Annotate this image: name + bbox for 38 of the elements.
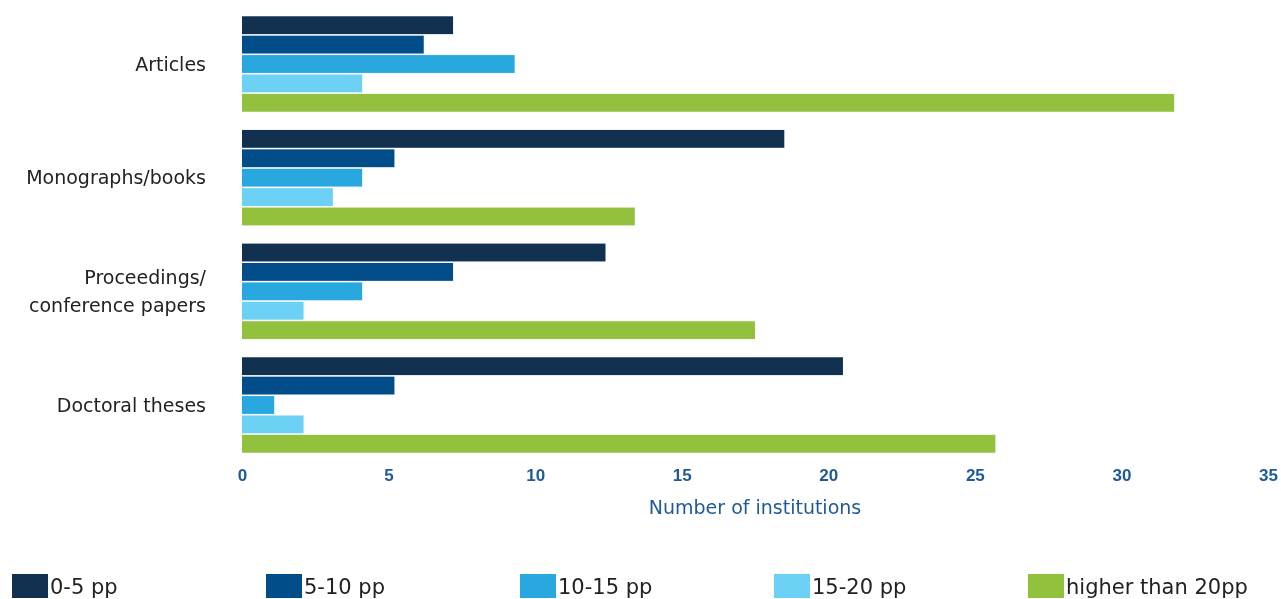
legend-label: higher than 20pp <box>1066 575 1248 599</box>
bar <box>242 188 333 206</box>
bar <box>242 93 1175 112</box>
legend-label: 5-10 pp <box>304 575 385 599</box>
bar <box>242 243 606 262</box>
bar <box>242 434 996 453</box>
x-tick-label: 10 <box>526 466 546 486</box>
legend-label: 0-5 pp <box>50 575 118 599</box>
bar <box>242 282 363 301</box>
legend-label: 15-20 pp <box>812 575 907 599</box>
y-tick-label: Proceedings/ conference papers <box>29 265 207 316</box>
bar <box>242 129 785 148</box>
bar <box>242 16 454 35</box>
bar <box>242 168 363 187</box>
bar <box>242 396 275 414</box>
y-tick-label: Articles <box>135 52 206 75</box>
bar <box>242 321 755 340</box>
x-tick-label: 5 <box>384 466 394 486</box>
x-tick-label: 25 <box>965 466 985 486</box>
legend-label: 10-15 pp <box>558 575 653 599</box>
x-tick-label: 0 <box>237 466 248 486</box>
bar <box>242 149 395 168</box>
bar <box>242 357 843 376</box>
x-tick-label: 35 <box>1259 466 1278 486</box>
bar <box>242 415 304 434</box>
bar <box>242 74 363 93</box>
bar <box>242 376 395 395</box>
y-tick-label: Monographs/books <box>26 166 206 189</box>
x-tick-label: 30 <box>1112 466 1132 486</box>
x-tick-label: 20 <box>819 466 839 486</box>
bar <box>242 207 635 226</box>
x-axis-title: Number of institutions <box>648 496 862 518</box>
x-tick-label: 15 <box>672 466 692 486</box>
bar <box>242 35 424 54</box>
bar <box>242 55 515 73</box>
bar <box>242 301 304 320</box>
y-tick-label: Doctoral theses <box>56 393 206 416</box>
bar <box>242 263 454 281</box>
